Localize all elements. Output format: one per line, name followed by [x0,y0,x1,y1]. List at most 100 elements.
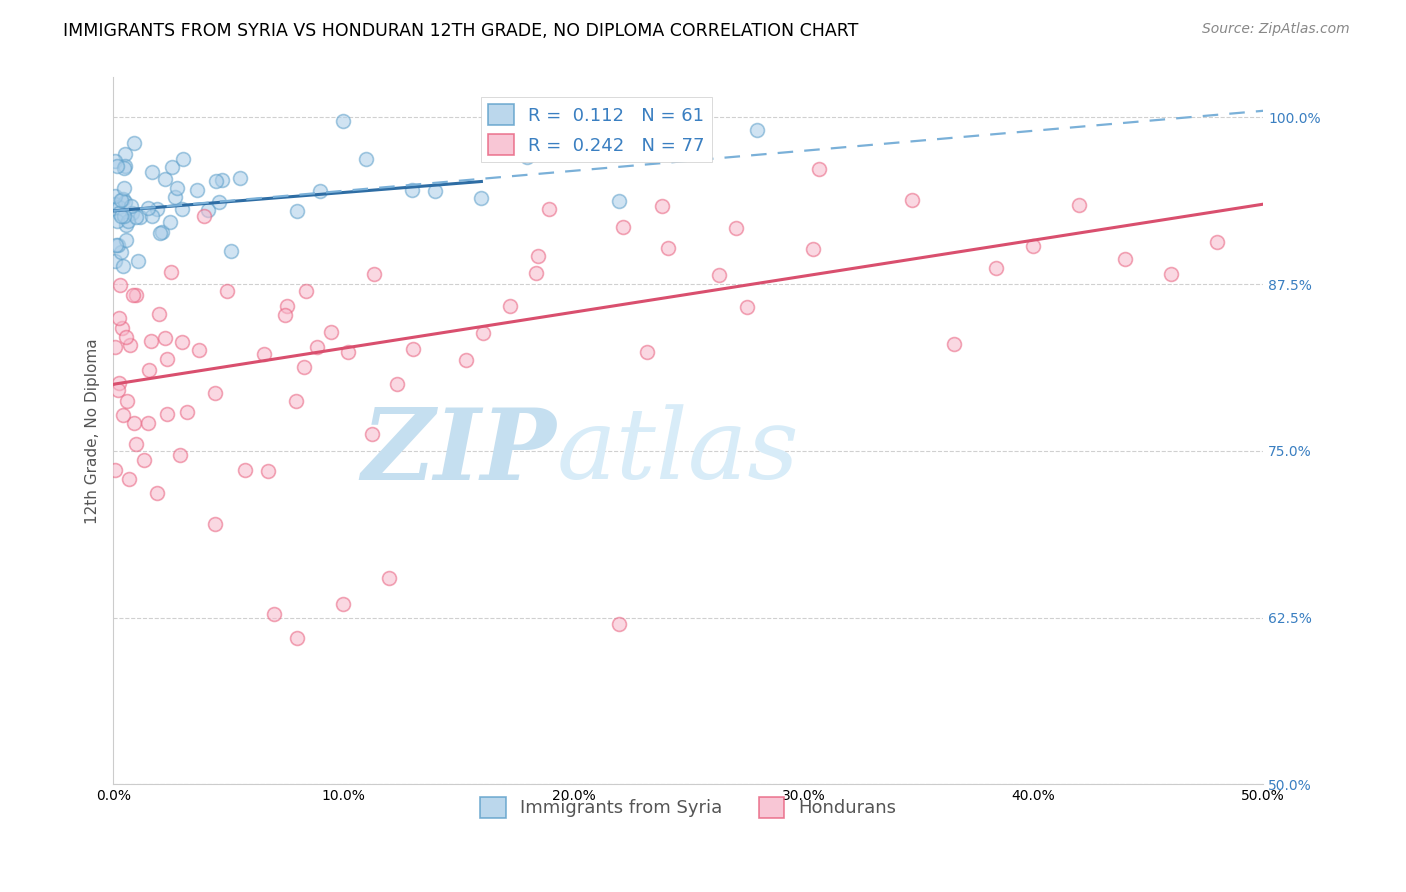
Point [107,383,129,397]
Y-axis label: 12th Grade, No Diploma: 12th Grade, No Diploma [86,338,100,524]
Point [332,598,354,612]
Point [378,571,401,585]
Text: IMMIGRANTS FROM SYRIA VS HONDURAN 12TH GRADE, NO DIPLOMA CORRELATION CHART: IMMIGRANTS FROM SYRIA VS HONDURAN 12TH G… [63,22,859,40]
Point [801,242,824,256]
Point [401,183,423,197]
Point [612,220,634,235]
Point [159,215,181,229]
Point [114,146,136,161]
Point [104,153,127,168]
Point [104,340,127,354]
Point [108,278,131,293]
Point [166,181,188,195]
Point [139,334,162,349]
Point [107,238,129,252]
Point [125,437,148,451]
Point [111,409,134,423]
Point [499,299,522,313]
Point [709,268,731,282]
Point [115,233,138,247]
Point [114,195,136,210]
Point [111,321,134,335]
Point [156,407,179,421]
Point [228,170,250,185]
Point [1069,198,1091,212]
Point [219,244,242,258]
Point [124,288,146,302]
Point [107,376,129,391]
Point [122,136,145,150]
Point [115,330,138,344]
Point [636,345,658,359]
Point [117,213,139,227]
Point [901,193,924,207]
Point [454,353,477,368]
Point [149,226,172,240]
Point [108,206,131,220]
Point [104,238,127,252]
Point [472,326,495,341]
Point [336,345,359,359]
Point [204,517,226,532]
Point [120,199,142,213]
Point [172,335,194,350]
Point [136,417,159,431]
Point [1160,267,1182,281]
Point [115,393,138,408]
Point [211,173,233,187]
Point [112,181,135,195]
Point [332,113,354,128]
Point [104,196,127,211]
Point [263,607,285,621]
Point [276,299,298,313]
Point [110,245,132,260]
Point [361,427,384,442]
Point [112,161,135,175]
Point [105,159,128,173]
Point [176,405,198,419]
Point [253,347,276,361]
Point [274,308,297,322]
Point [385,377,408,392]
Point [128,210,150,224]
Point [527,249,550,263]
Point [747,122,769,136]
Point [808,162,831,177]
Point [1206,235,1229,250]
Point [150,225,173,239]
Text: ZIP: ZIP [361,404,557,500]
Point [402,342,425,356]
Point [193,209,215,223]
Point [984,260,1007,275]
Point [104,189,127,203]
Point [425,184,447,198]
Point [205,173,228,187]
Point [172,202,194,217]
Point [186,183,208,197]
Point [287,631,309,645]
Point [111,192,134,206]
Point [285,394,308,409]
Point [537,202,560,216]
Point [309,184,332,198]
Point [141,165,163,179]
Point [105,214,128,228]
Point [609,194,631,208]
Point [146,485,169,500]
Point [112,209,135,223]
Point [127,254,149,268]
Point [160,160,183,174]
Point [156,351,179,366]
Point [208,195,231,210]
Point [107,311,129,326]
Point [470,191,492,205]
Point [516,150,538,164]
Point [363,267,385,281]
Point [160,265,183,279]
Point [141,209,163,223]
Point [124,416,146,430]
Point [215,284,238,298]
Point [657,241,679,255]
Point [138,363,160,377]
Point [204,386,226,401]
